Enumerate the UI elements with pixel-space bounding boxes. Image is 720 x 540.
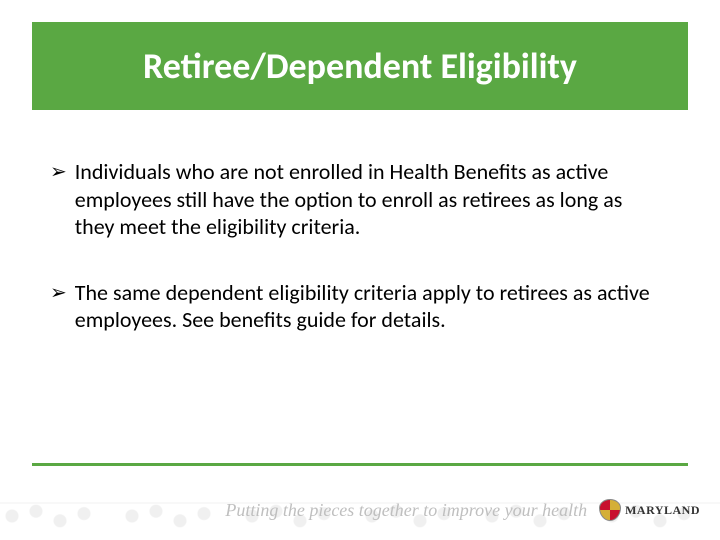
- bullet-text: Individuals who are not enrolled in Heal…: [75, 158, 660, 241]
- bullet-item: ➢ The same dependent eligibility criteri…: [50, 279, 660, 334]
- footer-tagline: Putting the pieces together to improve y…: [225, 500, 587, 521]
- footer-divider: [32, 463, 688, 466]
- title-bar: Retiree/Dependent Eligibility: [32, 22, 688, 110]
- slide-title: Retiree/Dependent Eligibility: [143, 44, 577, 88]
- footer: Putting the pieces together to improve y…: [0, 480, 720, 540]
- content-area: ➢ Individuals who are not enrolled in He…: [50, 158, 660, 372]
- bullet-item: ➢ Individuals who are not enrolled in He…: [50, 158, 660, 241]
- bullet-text: The same dependent eligibility criteria …: [75, 279, 660, 334]
- slide: Retiree/Dependent Eligibility ➢ Individu…: [0, 0, 720, 540]
- shield-icon: [599, 499, 621, 521]
- bullet-marker-icon: ➢: [50, 281, 67, 334]
- maryland-logo: MARYLAND: [599, 499, 700, 521]
- logo-text: MARYLAND: [625, 503, 700, 518]
- bullet-marker-icon: ➢: [50, 160, 67, 241]
